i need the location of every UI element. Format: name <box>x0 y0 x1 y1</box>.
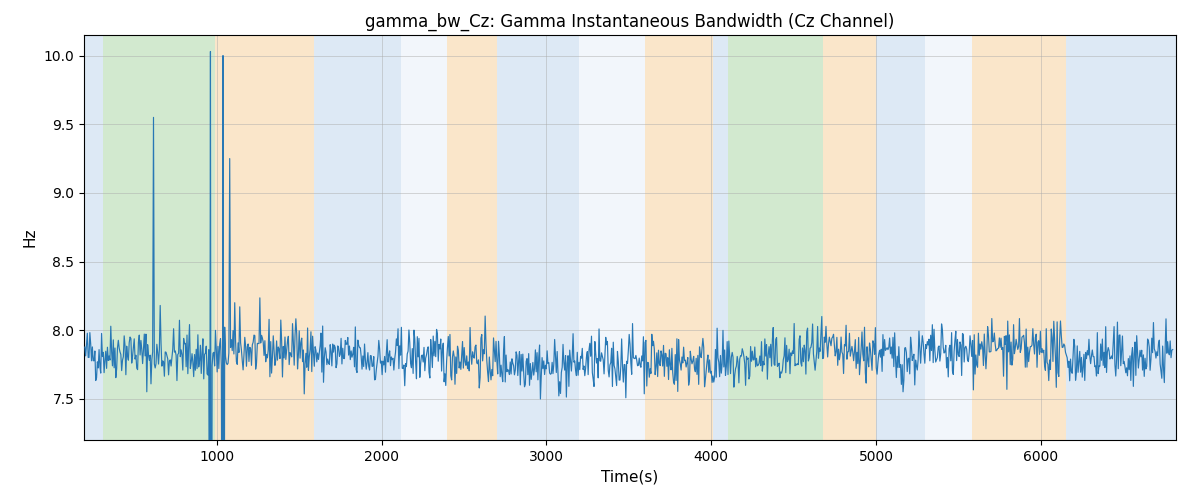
Title: gamma_bw_Cz: Gamma Instantaneous Bandwidth (Cz Channel): gamma_bw_Cz: Gamma Instantaneous Bandwid… <box>365 12 895 31</box>
X-axis label: Time(s): Time(s) <box>601 470 659 484</box>
Bar <box>823 35 876 440</box>
Bar <box>925 35 972 440</box>
Bar <box>1066 35 1176 440</box>
Bar <box>646 35 713 440</box>
Bar <box>448 35 497 440</box>
Bar <box>497 35 580 440</box>
Bar <box>103 35 215 440</box>
Bar <box>84 35 103 440</box>
Bar <box>215 35 314 440</box>
Bar <box>876 35 925 440</box>
Y-axis label: Hz: Hz <box>23 228 38 247</box>
Bar <box>314 35 401 440</box>
Bar <box>401 35 448 440</box>
Bar <box>972 35 1066 440</box>
Bar <box>727 35 823 440</box>
Bar <box>713 35 727 440</box>
Bar <box>580 35 646 440</box>
